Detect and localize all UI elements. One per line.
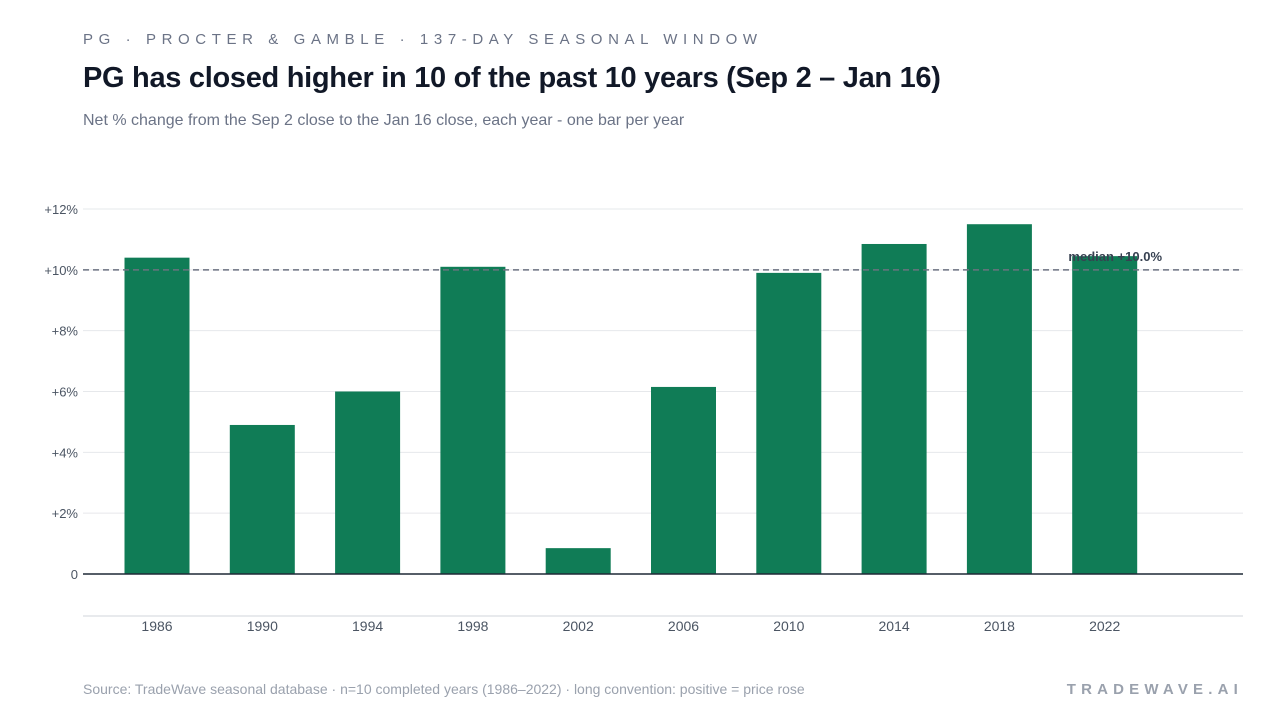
source-note: Source: TradeWave seasonal database · n=…	[83, 681, 805, 697]
x-tick-label: 2018	[984, 618, 1015, 634]
x-tick-label: 2022	[1089, 618, 1120, 634]
x-tick-label: 1986	[141, 618, 172, 634]
median-label: median +10.0%	[1068, 249, 1162, 264]
bar	[861, 243, 927, 574]
x-tick-label: 2010	[773, 618, 804, 634]
bar	[966, 224, 1032, 575]
x-tick-label: 1990	[247, 618, 278, 634]
x-tick-label: 2006	[668, 618, 699, 634]
bar	[756, 272, 822, 574]
y-tick-label: 0	[71, 567, 78, 582]
bar	[545, 548, 611, 574]
bar	[651, 386, 716, 574]
bar	[335, 391, 401, 574]
y-tick-label: +10%	[44, 263, 78, 278]
y-tick-label: +2%	[52, 506, 79, 521]
y-tick-label: +8%	[52, 324, 79, 339]
x-tick-label: 2014	[879, 618, 910, 634]
bar	[1072, 256, 1138, 574]
bar	[124, 257, 190, 574]
chart-title: PG has closed higher in 10 of the past 1…	[83, 62, 941, 94]
y-tick-label: +4%	[52, 445, 79, 460]
chart-kicker: PG · PROCTER & GAMBLE · 137-DAY SEASONAL…	[83, 31, 763, 48]
y-tick-label: +12%	[44, 202, 78, 217]
x-tick-label: 2002	[563, 618, 594, 634]
x-tick-label: 1994	[352, 618, 383, 634]
chart-subtitle: Net % change from the Sep 2 close to the…	[83, 112, 685, 129]
bar	[440, 266, 506, 574]
bar	[229, 424, 295, 574]
brand-logo: TRADEWAVE.AI	[1066, 681, 1243, 698]
y-tick-label: +6%	[52, 385, 79, 400]
x-tick-label: 1998	[457, 618, 488, 634]
